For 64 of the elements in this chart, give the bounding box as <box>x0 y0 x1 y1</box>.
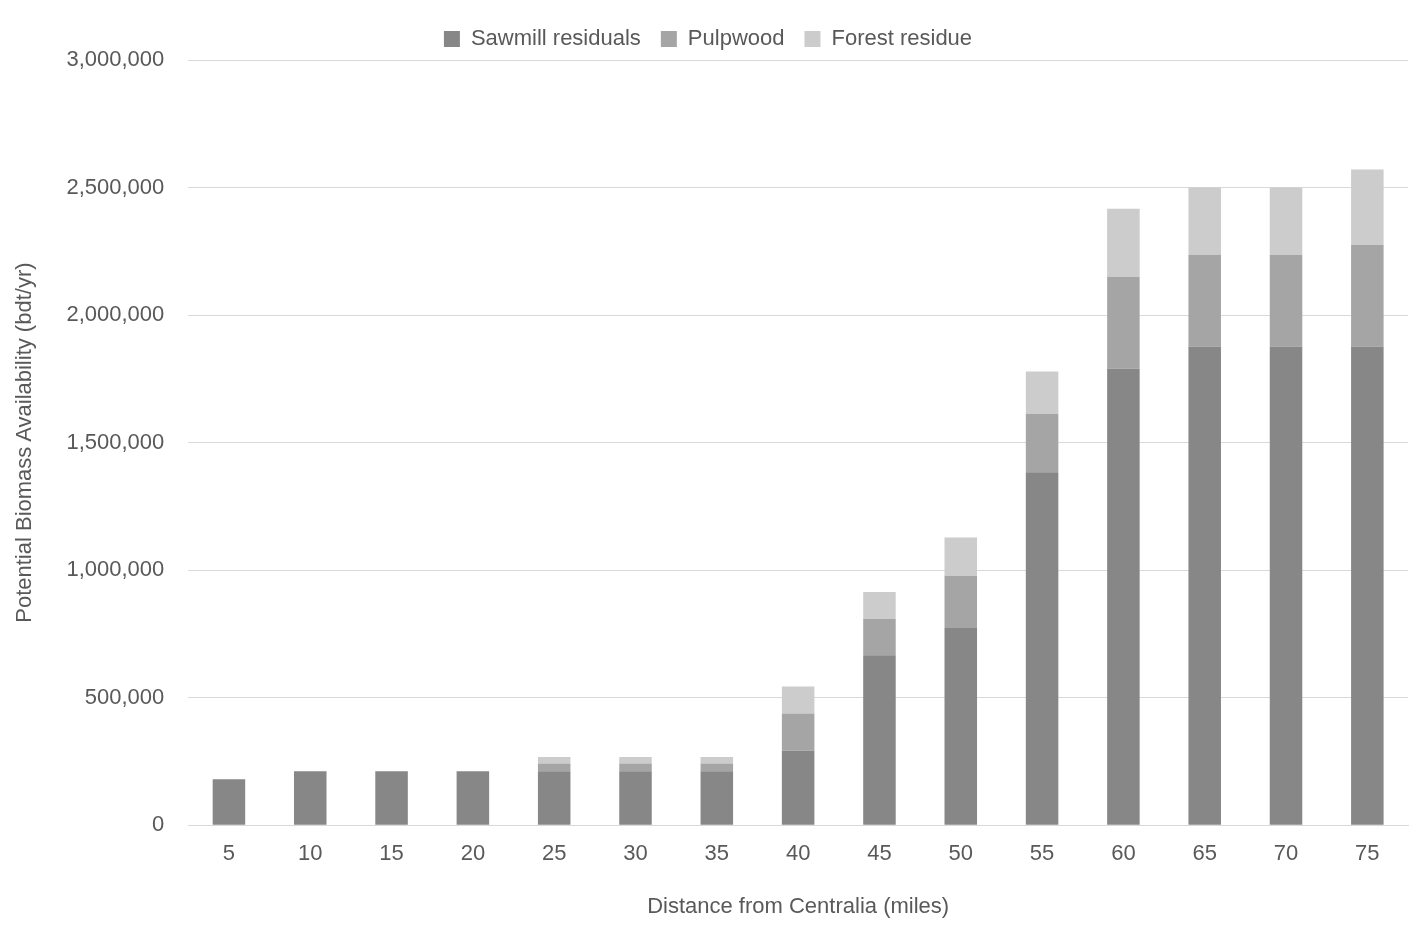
bar <box>1351 169 1384 245</box>
y-axis-title: Potential Biomass Availability (bdt/yr) <box>11 262 37 623</box>
x-tick-label: 60 <box>1111 840 1136 866</box>
bar <box>863 619 896 656</box>
bar <box>944 575 978 629</box>
bar <box>293 771 327 825</box>
bar <box>1269 187 1303 255</box>
bar <box>1107 208 1140 278</box>
x-tick-label: 65 <box>1192 840 1217 866</box>
bar <box>537 771 571 825</box>
y-tick-label: 2,500,000 <box>66 173 165 199</box>
x-tick-label: 75 <box>1355 840 1380 866</box>
bar <box>619 757 652 764</box>
bar <box>619 771 652 825</box>
legend-label: Pulpwood <box>687 25 785 51</box>
x-tick-label: 10 <box>298 840 323 866</box>
y-tick-label: 1,000,000 <box>66 556 165 582</box>
bar <box>700 757 734 764</box>
legend-label: Sawmill residuals <box>470 25 641 51</box>
x-tick-label: 5 <box>222 840 236 866</box>
bar <box>781 686 815 714</box>
bar <box>944 537 978 576</box>
bar <box>1351 244 1384 347</box>
bar <box>1025 413 1059 473</box>
bar <box>212 779 246 825</box>
bar <box>537 763 571 772</box>
bar <box>863 592 896 620</box>
bar <box>456 771 490 825</box>
x-tick-label: 45 <box>867 840 892 866</box>
bar <box>1025 472 1059 825</box>
bar <box>781 750 815 825</box>
bar <box>863 655 896 825</box>
bar <box>1188 254 1221 347</box>
y-tick-label: 3,000,000 <box>66 46 165 72</box>
x-tick-label: 20 <box>460 840 486 866</box>
x-tick-label: 50 <box>948 840 974 866</box>
x-tick-label: 30 <box>623 840 648 866</box>
bar <box>1269 254 1303 347</box>
bar <box>1269 346 1303 825</box>
bar <box>619 763 652 772</box>
y-tick-label: 500,000 <box>84 683 165 709</box>
bar <box>537 757 571 764</box>
bar <box>1107 368 1140 825</box>
bar <box>1025 371 1059 414</box>
y-tick-label: 1,500,000 <box>66 428 165 454</box>
bar <box>781 713 815 751</box>
bar <box>944 628 978 825</box>
x-tick-label: 15 <box>379 840 404 866</box>
x-tick-label: 70 <box>1273 840 1299 866</box>
bar <box>375 771 408 825</box>
bar <box>1107 277 1140 369</box>
x-axis-title: Distance from Centralia (miles) <box>647 892 950 918</box>
legend-label: Forest residue <box>831 25 973 51</box>
x-tick-label: 40 <box>785 840 811 866</box>
bar <box>700 763 734 772</box>
y-tick-label: 0 <box>152 811 165 837</box>
x-tick-label: 35 <box>704 840 730 866</box>
x-tick-label: 55 <box>1029 840 1055 866</box>
x-tick-label: 25 <box>541 840 567 866</box>
bar <box>1351 346 1384 825</box>
bar <box>1188 346 1221 825</box>
bar <box>1188 187 1221 255</box>
y-tick-label: 2,000,000 <box>66 301 165 327</box>
bar <box>700 771 734 825</box>
